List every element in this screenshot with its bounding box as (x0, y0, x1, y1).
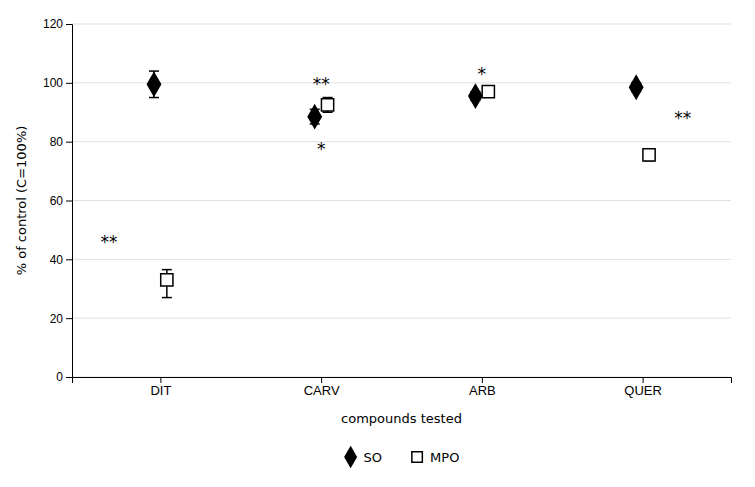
point (469, 85, 482, 108)
x-tick-label: CARV (304, 383, 340, 398)
grid-line (72, 24, 731, 25)
x-tick: ARB (469, 377, 496, 398)
point (482, 86, 494, 98)
grid-line (72, 200, 731, 201)
x-tick: DIT (150, 377, 171, 398)
annotation: ** (674, 108, 691, 128)
legend-symbol (412, 452, 422, 462)
x-tick-mark (321, 377, 322, 383)
y-tick: 80 (50, 135, 72, 149)
x-tick-mark (643, 377, 644, 383)
y-axis-title: % of control (C=100%) (14, 126, 29, 276)
plot: 020406080100120DITCARVARBQUER******** (43, 17, 732, 398)
y-tick-mark (66, 318, 72, 319)
legend-item: SO (345, 447, 382, 467)
annotation: * (478, 64, 487, 84)
grid-line (72, 259, 731, 260)
point (630, 76, 643, 99)
legend-symbol (345, 447, 356, 467)
x-tick: CARV (304, 377, 340, 398)
y-axis: 0 20 40 60 80 100 120 (43, 17, 73, 384)
annotations: ******** (100, 64, 691, 252)
point (643, 149, 655, 161)
annotation: ** (100, 232, 117, 252)
legend-item: MPO (412, 450, 460, 465)
point (161, 274, 173, 286)
y-tick: 40 (50, 253, 72, 267)
y-tick: 100 (43, 76, 72, 90)
grid-line (72, 141, 731, 142)
y-tick-label: 120 (43, 17, 63, 31)
y-tick-mark (66, 201, 72, 202)
x-axis-line (73, 378, 732, 384)
y-tick-label: 80 (50, 135, 64, 149)
x-tick-mark (482, 377, 483, 383)
x-tick: QUER (624, 377, 662, 398)
x-tick-label: QUER (624, 383, 662, 398)
legend-label: MPO (430, 450, 459, 465)
series (161, 86, 655, 298)
y-tick-label: 20 (50, 312, 64, 326)
point (321, 99, 333, 111)
y-tick-mark (66, 83, 72, 84)
x-tick-label: DIT (150, 383, 171, 398)
point (147, 73, 160, 96)
y-tick: 60 (50, 194, 72, 208)
series (147, 71, 642, 128)
y-tick: 20 (50, 312, 72, 326)
y-tick-mark (66, 377, 72, 378)
legend-label: SO (364, 450, 382, 465)
marks (147, 71, 655, 298)
grid (72, 24, 731, 377)
y-tick-label: 100 (43, 76, 63, 90)
annotation: * (317, 139, 326, 159)
x-axis: DIT CARV ARB QUER (73, 377, 732, 398)
y-tick: 0 (56, 370, 72, 384)
y-tick-mark (66, 142, 72, 143)
y-tick: 120 (43, 17, 72, 31)
y-axis-line (66, 25, 73, 378)
x-tick-mark (160, 377, 161, 383)
x-tick-label: ARB (469, 383, 496, 398)
y-tick-mark (66, 259, 72, 260)
error-cap (162, 269, 172, 271)
y-tick-label: 40 (50, 253, 64, 267)
y-tick-label: 60 (50, 194, 64, 208)
error-cap (162, 297, 172, 299)
grid-line (72, 318, 731, 319)
point (308, 105, 321, 128)
y-tick-label: 0 (56, 370, 63, 384)
chart: 020406080100120DITCARVARBQUER********com… (0, 0, 755, 487)
x-axis-title: compounds tested (341, 411, 462, 426)
legend: SO MPO (345, 447, 459, 467)
y-tick-mark (66, 24, 72, 25)
annotation: ** (313, 74, 330, 94)
